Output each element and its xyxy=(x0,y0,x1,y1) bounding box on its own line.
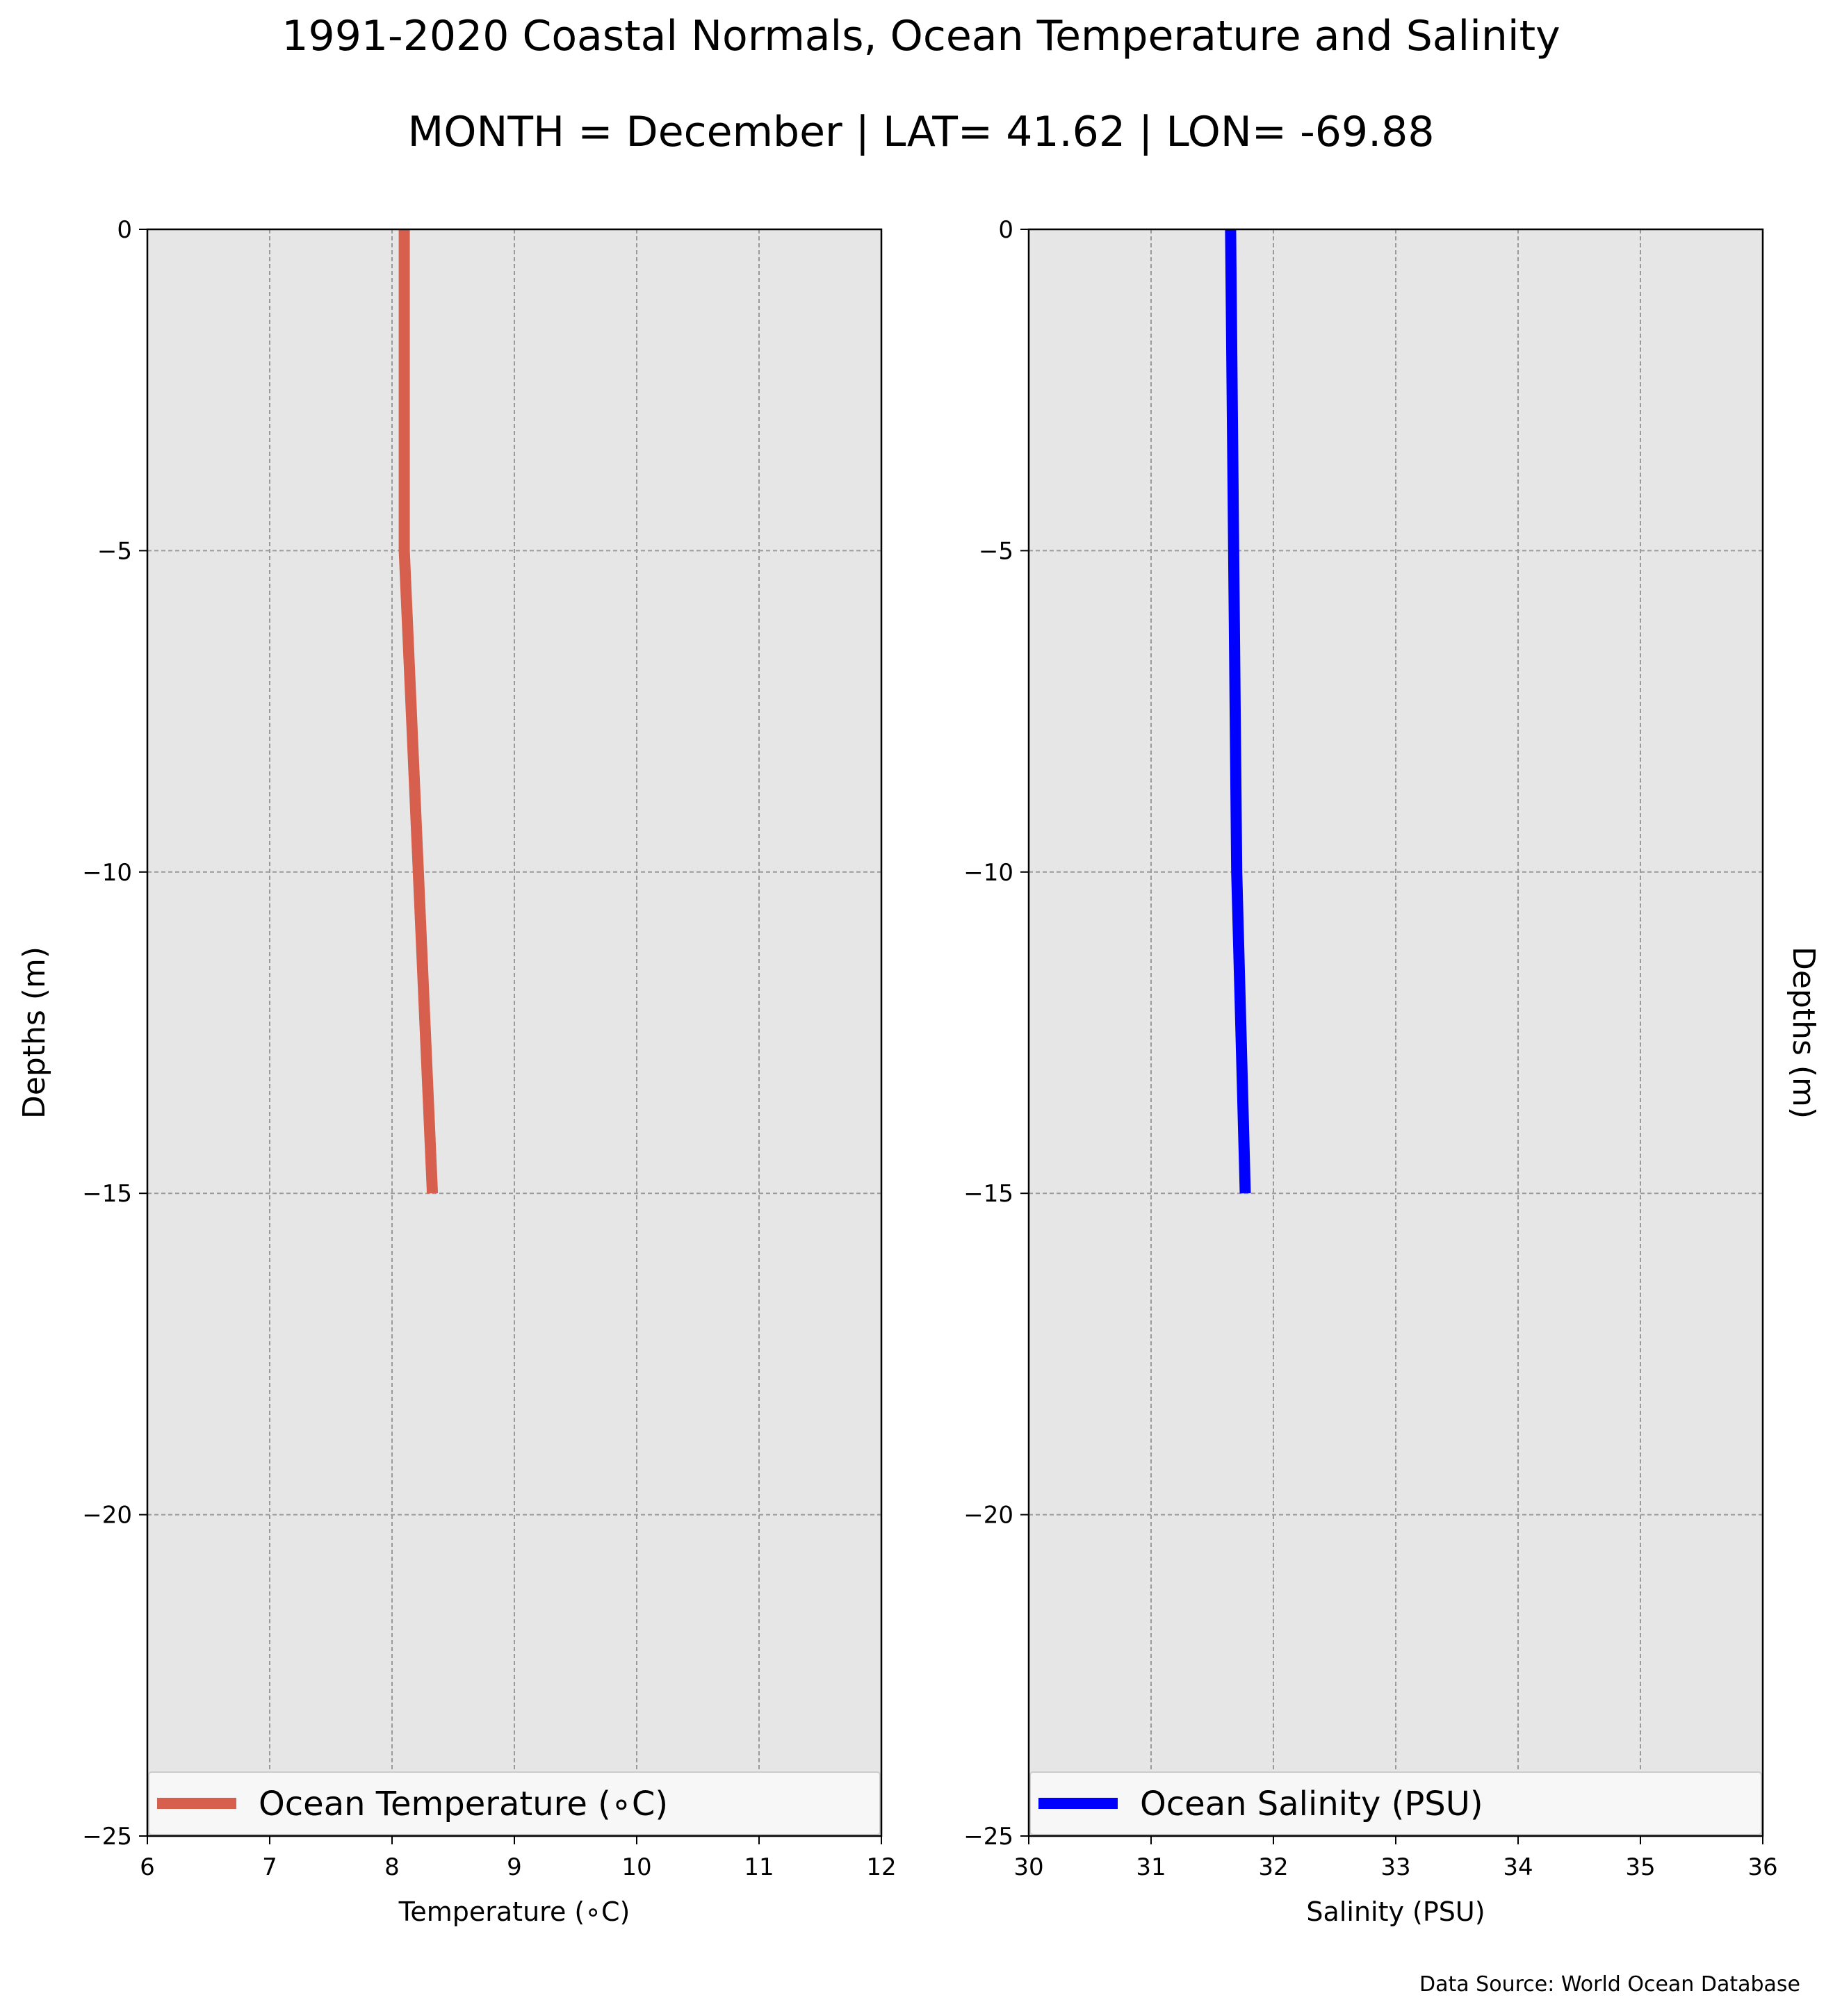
sal-axes-frame xyxy=(1027,228,1764,1837)
sal-legend: Ocean Salinity (PSU) xyxy=(1029,1771,1762,1835)
sal-x-tick-label: 32 xyxy=(1258,1853,1288,1881)
temp-legend-box xyxy=(148,1771,881,1835)
sal-x-tick-label: 30 xyxy=(1013,1853,1043,1881)
temp-series-line xyxy=(398,229,439,1194)
sal-x-axis-label: Salinity (PSU) xyxy=(1306,1896,1485,1927)
temp-y-tick-label: −5 xyxy=(97,537,132,565)
temp-y-tick-label: −20 xyxy=(82,1502,132,1530)
temp-y-tick-label: −25 xyxy=(82,1823,132,1851)
sal-y-tick-label: −5 xyxy=(979,537,1013,565)
temp-y-tick-label: −15 xyxy=(82,1180,132,1208)
temp-legend: Ocean Temperature (∘C) xyxy=(148,1771,881,1835)
sal-x-tick-label: 35 xyxy=(1625,1853,1655,1881)
temp-y-tick-label: −10 xyxy=(82,859,132,887)
temp-axes-frame xyxy=(146,228,883,1837)
chart-title: 1991-2020 Coastal Normals, Ocean Tempera… xyxy=(282,12,1560,60)
salinity-panel: 30 31 32 33 34 35 36 0 −5 −10 −15 −20 −25 Ocean Salin… xyxy=(963,216,1821,1927)
temp-x-axis-label: Temperature (∘C) xyxy=(398,1896,630,1927)
sal-y-tick-label: 0 xyxy=(998,216,1013,244)
temp-x-tick-label: 7 xyxy=(262,1853,277,1881)
temp-x-tick-label: 6 xyxy=(140,1853,155,1881)
sal-legend-label: Ocean Salinity (PSU) xyxy=(1140,1785,1483,1824)
sal-y-axis-label: Depths (m) xyxy=(1786,946,1821,1119)
sal-x-tick-label: 34 xyxy=(1503,1853,1533,1881)
temp-x-tick-label: 8 xyxy=(384,1853,400,1881)
temp-x-tick-label: 11 xyxy=(744,1853,774,1881)
sal-y-tick-label: −20 xyxy=(963,1502,1013,1530)
sal-series-line xyxy=(1225,229,1251,1194)
sal-y-tick-label: −25 xyxy=(963,1823,1013,1851)
temp-x-tick-label: 12 xyxy=(866,1853,896,1881)
temp-x-tick-label: 9 xyxy=(507,1853,522,1881)
temp-x-tick-label: 10 xyxy=(621,1853,651,1881)
sal-y-tick-label: −15 xyxy=(963,1180,1013,1208)
sal-y-tick-label: −10 xyxy=(963,859,1013,887)
temp-y-axis-label: Depths (m) xyxy=(17,946,52,1119)
chart-subtitle: MONTH = December | LAT= 41.62 | LON= -69… xyxy=(407,108,1434,156)
temperature-panel: 6 7 8 9 10 11 12 0 −5 −10 −15 −20 −25 Ocean Temperatu… xyxy=(17,216,897,1927)
sal-x-tick-label: 36 xyxy=(1747,1853,1777,1881)
temp-legend-label: Ocean Temperature (∘C) xyxy=(259,1785,668,1824)
sal-x-tick-label: 33 xyxy=(1380,1853,1410,1881)
sal-legend-box xyxy=(1029,1771,1762,1835)
sal-x-tick-label: 31 xyxy=(1136,1853,1166,1881)
temp-y-tick-label: 0 xyxy=(117,216,132,244)
data-source-note: Data Source: World Ocean Database xyxy=(1419,1972,1800,1997)
